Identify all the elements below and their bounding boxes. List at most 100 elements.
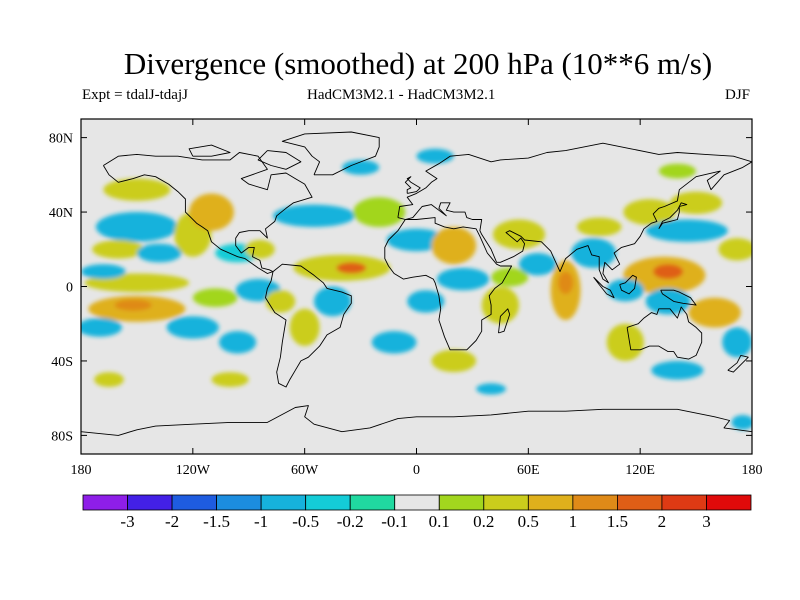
field-blob-2 bbox=[114, 299, 152, 311]
coastline-3 bbox=[397, 142, 752, 284]
field-blob-27 bbox=[407, 290, 445, 313]
coastline-5 bbox=[626, 306, 703, 360]
colorbar-swatch-14 bbox=[706, 494, 752, 511]
field-blob-11 bbox=[166, 316, 219, 339]
colorbar-label-3: -1 bbox=[254, 512, 268, 531]
field-blob-26 bbox=[437, 267, 490, 291]
colorbar-label-12: 2 bbox=[658, 512, 667, 531]
coastline-14 bbox=[257, 150, 302, 170]
coastline-15 bbox=[188, 144, 231, 157]
coastline-11 bbox=[619, 274, 637, 295]
colorbar-label-10: 1 bbox=[569, 512, 578, 531]
colorbar-swatch-12 bbox=[617, 494, 663, 511]
field-blob-49 bbox=[722, 327, 752, 358]
colorbar-swatch-4 bbox=[260, 494, 307, 511]
field-blob-19 bbox=[314, 286, 352, 317]
x-tick-label-5: 120E bbox=[625, 463, 655, 478]
field-blob-33 bbox=[519, 253, 557, 276]
colorbar-label-7: 0.1 bbox=[429, 512, 450, 531]
x-tick-label-4: 60E bbox=[517, 463, 540, 478]
divergence-field-layer bbox=[81, 148, 752, 430]
field-blob-4 bbox=[95, 212, 178, 242]
field-blob-38 bbox=[623, 199, 676, 226]
field-blob-13 bbox=[192, 288, 238, 308]
colorbar-swatch-6 bbox=[349, 494, 396, 511]
colorbar-label-6: -0.1 bbox=[381, 512, 408, 531]
colorbar-swatch-9 bbox=[483, 494, 529, 511]
x-tick-label-6: 180 bbox=[742, 463, 763, 478]
field-blob-42 bbox=[653, 264, 683, 279]
field-blob-48 bbox=[718, 238, 752, 261]
field-blob-32 bbox=[491, 267, 529, 287]
coastline-13 bbox=[727, 354, 749, 373]
field-blob-7 bbox=[136, 243, 182, 263]
coastline-6 bbox=[81, 405, 752, 436]
y-tick-label-1: 40N bbox=[49, 206, 73, 221]
colorbar-swatch-3 bbox=[216, 494, 262, 511]
coastline-layer bbox=[81, 131, 752, 436]
field-blob-12 bbox=[219, 331, 257, 354]
colorbar-swatch-10 bbox=[527, 494, 574, 511]
coastline-7 bbox=[281, 131, 380, 176]
field-blob-35 bbox=[558, 271, 574, 294]
field-blob-45 bbox=[688, 297, 741, 328]
coastline-12 bbox=[660, 289, 697, 306]
field-blob-10 bbox=[103, 178, 171, 201]
colorbar-swatch-7 bbox=[394, 494, 440, 511]
colorbar-label-0: -3 bbox=[120, 512, 134, 531]
field-blob-5 bbox=[92, 240, 145, 259]
colorbar-label-11: 1.5 bbox=[607, 512, 628, 531]
colorbar-label-4: -0.5 bbox=[292, 512, 319, 531]
colorbar-swatch-0 bbox=[82, 494, 128, 511]
x-tick-label-2: 60W bbox=[291, 463, 319, 478]
colorbar-swatch-8 bbox=[438, 494, 485, 511]
field-blob-18 bbox=[289, 308, 320, 346]
y-tick-label-2: 0 bbox=[66, 281, 73, 296]
y-tick-label-4: 80S bbox=[51, 429, 73, 444]
y-tick-label-0: 80N bbox=[49, 132, 73, 147]
colorbar-label-5: -0.2 bbox=[337, 512, 364, 531]
field-blob-17 bbox=[265, 290, 296, 313]
field-blob-51 bbox=[342, 160, 380, 175]
field-blob-31 bbox=[492, 219, 546, 250]
x-tick-label-0: 180 bbox=[71, 463, 92, 478]
field-blob-39 bbox=[645, 219, 728, 242]
field-blob-55 bbox=[211, 372, 249, 387]
colorbar: -3 -2 -1.5 -1 -0.5 -0.2 -0.1 0.1 0.2 0.5 1 1.5 2 3 bbox=[82, 494, 752, 531]
colorbar-label-9: 0.5 bbox=[518, 512, 539, 531]
field-blob-47 bbox=[651, 361, 704, 380]
chart-title: Divergence (smoothed) at 200 hPa (10**6 … bbox=[123, 46, 713, 81]
field-blob-37 bbox=[576, 217, 622, 237]
field-blob-53 bbox=[731, 415, 752, 430]
field-blob-43 bbox=[606, 279, 644, 302]
coastline-0 bbox=[103, 152, 313, 274]
field-blob-44 bbox=[645, 288, 691, 315]
colorbar-label-1: -2 bbox=[165, 512, 179, 531]
x-tick-label-3: 0 bbox=[413, 463, 420, 478]
field-blob-52 bbox=[416, 148, 454, 164]
experiment-label: Expt = tdalJ-tdajJ bbox=[82, 87, 188, 103]
field-blob-29 bbox=[431, 349, 477, 373]
colorbar-label-8: 0.2 bbox=[473, 512, 494, 531]
field-blob-25 bbox=[431, 227, 477, 265]
field-blob-21 bbox=[336, 262, 367, 274]
season-label: DJF bbox=[725, 87, 751, 103]
colorbar-label-13: 3 bbox=[702, 512, 711, 531]
field-blob-36 bbox=[571, 238, 616, 268]
colorbar-swatch-2 bbox=[171, 494, 218, 511]
field-blob-23 bbox=[353, 197, 406, 228]
y-tick-label-3: 40S bbox=[51, 355, 73, 370]
field-blob-6 bbox=[81, 264, 126, 279]
field-blob-22 bbox=[273, 204, 355, 227]
x-tick-label-1: 120W bbox=[176, 463, 211, 478]
coastline-9 bbox=[658, 202, 688, 230]
colorbar-swatch-11 bbox=[572, 494, 618, 511]
field-blob-15 bbox=[245, 240, 275, 259]
coastline-10 bbox=[593, 276, 615, 299]
field-blob-3 bbox=[81, 318, 122, 337]
axis-layer: 180 120W 60W 0 60E 120E 180 80N 40N 0 40S 80S bbox=[49, 119, 763, 478]
coastline-4 bbox=[404, 176, 421, 194]
colorbar-swatch-5 bbox=[305, 494, 351, 511]
field-blob-40 bbox=[670, 191, 723, 214]
